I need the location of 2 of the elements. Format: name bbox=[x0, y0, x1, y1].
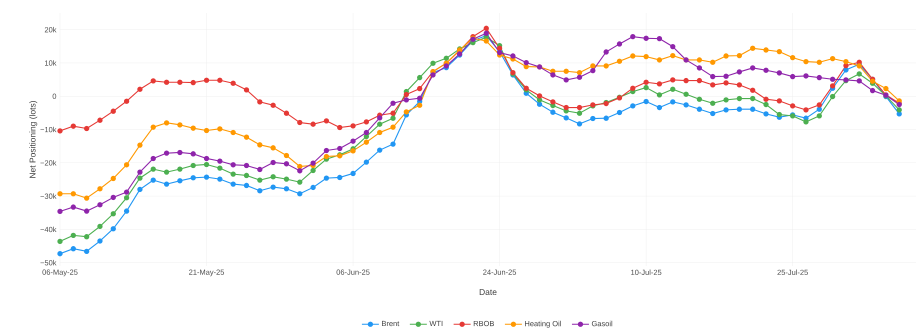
x-axis-title: Date bbox=[480, 289, 497, 296]
y-axis-title: Net Positioning (lots) bbox=[29, 100, 38, 178]
